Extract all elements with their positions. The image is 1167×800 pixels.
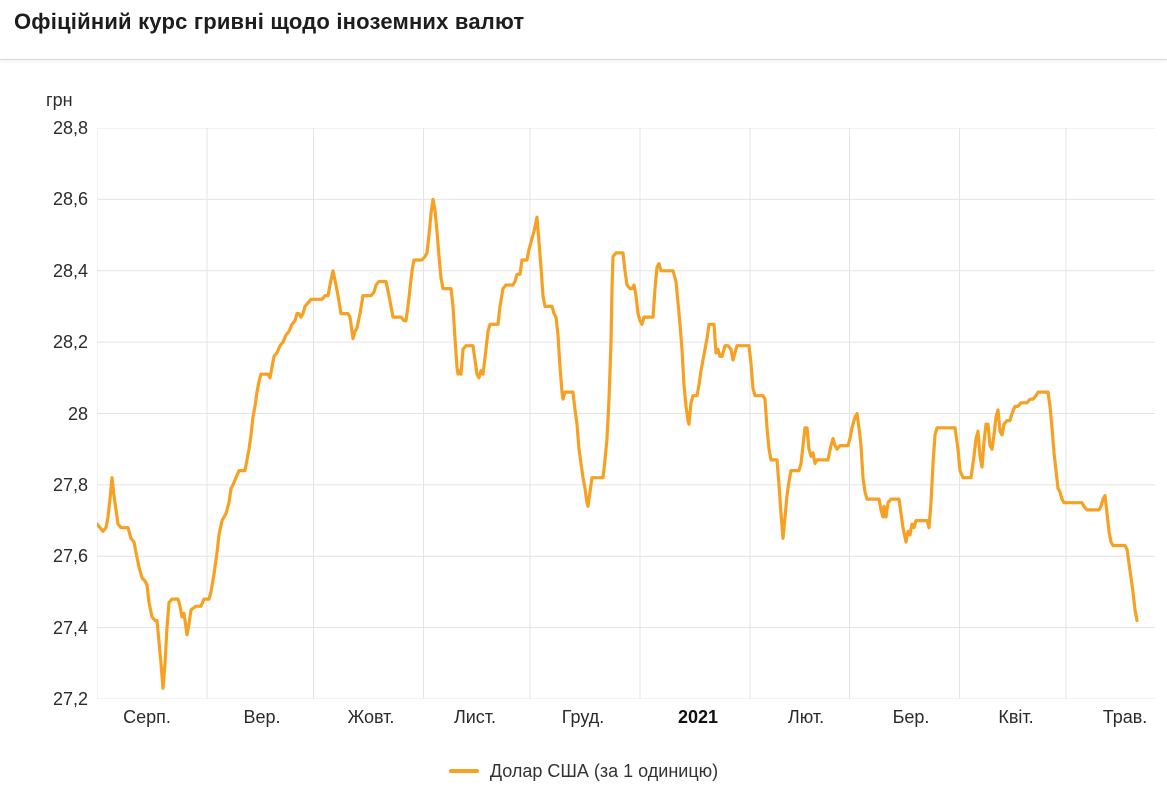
y-axis-tick: 27,4	[52, 617, 88, 638]
y-axis-unit-label: грн	[46, 90, 73, 110]
x-axis-tick: Бер.	[892, 707, 930, 727]
y-axis-tick: 28,2	[52, 332, 88, 353]
y-axis-tick: 27,6	[52, 546, 88, 567]
legend-label: Долар США (за 1 одиницю)	[489, 760, 719, 781]
x-axis: Серп. Вер. Жовт. Лист. Груд. 2021 Лют. Бер. Квіт…	[0, 707, 1167, 733]
x-axis-tick: Лист.	[453, 707, 497, 727]
y-axis-tick: 27,8	[52, 474, 88, 495]
x-axis-tick: Вер.	[243, 707, 281, 727]
y-axis-tick: 28,8	[52, 118, 88, 138]
x-axis-tick: Серп.	[123, 707, 171, 727]
y-axis-tick: 28,6	[52, 189, 88, 210]
title-divider	[0, 59, 1167, 60]
x-axis-tick: Жовт.	[347, 707, 395, 727]
exchange-rate-line-chart[interactable]	[97, 128, 1155, 699]
y-axis: 28,8 28,6 28,4 28,2 28 27,8 27,6 27,4 27,2	[0, 0, 88, 800]
x-axis-tick: Трав.	[1102, 707, 1148, 727]
chart-title-bar: Офіційний курс гривні щодо іноземних вал…	[0, 0, 1167, 59]
plot-area[interactable]	[97, 128, 1155, 699]
x-axis-tick: Груд.	[561, 707, 605, 727]
page-title: Офіційний курс гривні щодо іноземних вал…	[14, 9, 525, 34]
y-axis-tick: 27,2	[52, 689, 88, 709]
x-axis-tick: 2021	[677, 707, 719, 727]
legend[interactable]: Долар США (за 1 одиницю)	[0, 757, 1167, 785]
x-axis-tick: Квіт.	[998, 707, 1034, 727]
y-axis-tick: 28,4	[52, 260, 88, 281]
x-axis-tick: Лют.	[787, 707, 825, 727]
y-axis-tick: 28	[67, 403, 88, 424]
legend-line-swatch	[448, 769, 479, 773]
